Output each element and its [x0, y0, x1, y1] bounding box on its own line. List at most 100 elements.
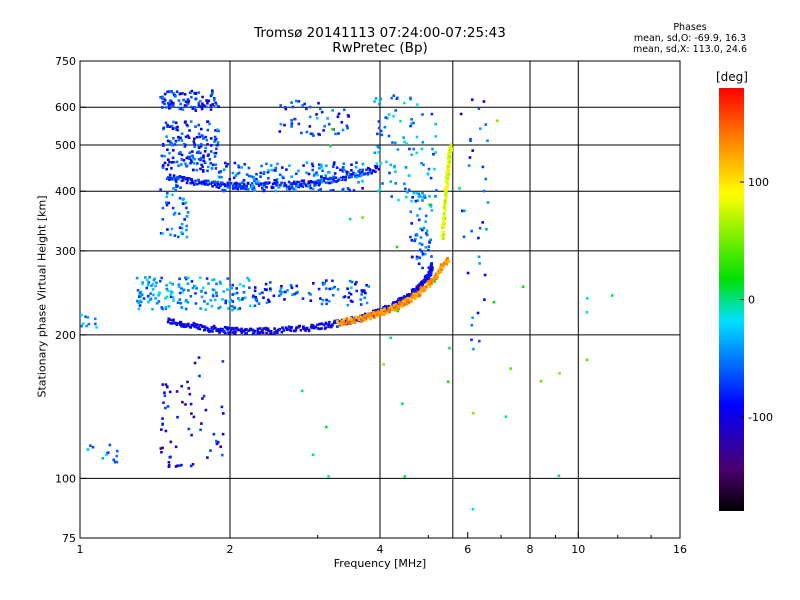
data-point: [211, 330, 214, 333]
data-point: [201, 397, 204, 400]
data-point: [203, 150, 207, 153]
data-point: [319, 163, 323, 167]
data-point: [392, 303, 396, 307]
data-point: [400, 305, 404, 308]
data-point: [383, 307, 386, 310]
data-point: [184, 277, 188, 281]
data-point: [355, 161, 358, 164]
data-point: [367, 285, 370, 288]
data-point: [293, 117, 297, 121]
data-point: [431, 280, 435, 284]
data-point: [283, 105, 287, 109]
data-point: [170, 101, 173, 104]
title-line-2: RwPretec (Bp): [332, 40, 428, 56]
data-point: [294, 188, 297, 192]
data-point: [470, 229, 473, 233]
data-point: [447, 158, 451, 161]
data-point: [311, 325, 315, 328]
data-point: [414, 199, 418, 203]
data-point: [170, 167, 173, 170]
data-point: [358, 174, 361, 178]
data-point: [446, 182, 449, 186]
data-point: [168, 151, 171, 155]
data-point: [281, 326, 284, 329]
data-point: [445, 259, 449, 263]
data-point: [175, 128, 178, 131]
data-point: [325, 287, 328, 290]
data-point: [363, 296, 366, 300]
data-point: [409, 124, 412, 128]
data-point: [222, 290, 225, 293]
data-point: [251, 184, 254, 187]
data-point: [182, 98, 185, 102]
data-point: [185, 235, 189, 239]
data-point: [410, 295, 413, 298]
data-point: [177, 152, 181, 155]
data-point: [169, 233, 172, 237]
data-point: [407, 301, 411, 304]
data-point: [483, 298, 486, 301]
data-point: [95, 326, 98, 329]
data-point: [203, 179, 206, 183]
data-point: [148, 275, 151, 279]
data-point: [421, 252, 425, 256]
data-point: [173, 126, 177, 130]
data-point: [343, 168, 346, 172]
data-point: [181, 202, 185, 205]
data-point: [189, 402, 193, 406]
data-point: [429, 176, 433, 180]
data-point: [277, 186, 281, 189]
y-tick-label: 200: [55, 329, 76, 342]
data-point: [382, 363, 385, 366]
data-point: [427, 167, 431, 171]
data-point: [186, 134, 190, 138]
data-point: [300, 179, 304, 183]
data-point: [373, 151, 377, 155]
data-point: [439, 264, 443, 268]
data-point: [445, 188, 448, 192]
data-point: [222, 168, 226, 171]
data-point: [193, 361, 197, 365]
data-point: [138, 295, 141, 298]
data-point: [445, 185, 449, 189]
data-point: [184, 100, 188, 103]
data-point: [206, 120, 210, 123]
data-point: [199, 145, 203, 148]
data-point: [386, 116, 389, 120]
data-point: [410, 222, 413, 225]
data-point: [169, 293, 173, 296]
data-point: [363, 289, 366, 292]
data-point: [367, 166, 370, 170]
data-point: [471, 507, 475, 511]
data-point: [191, 286, 195, 290]
data-point: [278, 183, 282, 187]
data-point: [420, 250, 423, 253]
data-point: [217, 307, 220, 310]
data-point: [342, 318, 345, 321]
data-point: [463, 209, 466, 213]
data-point: [94, 322, 97, 326]
data-point: [419, 286, 423, 289]
data-point: [169, 440, 173, 444]
data-point: [184, 403, 187, 406]
data-point: [315, 113, 318, 116]
data-point: [363, 291, 367, 295]
data-point: [478, 262, 481, 265]
data-point: [147, 281, 150, 284]
data-point: [383, 125, 387, 129]
data-point: [231, 300, 235, 303]
data-point: [197, 91, 200, 94]
data-point: [412, 121, 415, 125]
data-point: [179, 92, 183, 95]
data-point: [264, 326, 268, 330]
data-point: [344, 321, 348, 325]
data-point: [223, 183, 226, 186]
data-point: [180, 176, 184, 179]
data-point: [269, 289, 272, 292]
data-point: [430, 112, 434, 116]
data-point: [200, 127, 203, 131]
data-point: [291, 105, 295, 109]
data-point: [434, 135, 438, 138]
data-point: [359, 303, 363, 306]
data-point: [181, 290, 184, 294]
